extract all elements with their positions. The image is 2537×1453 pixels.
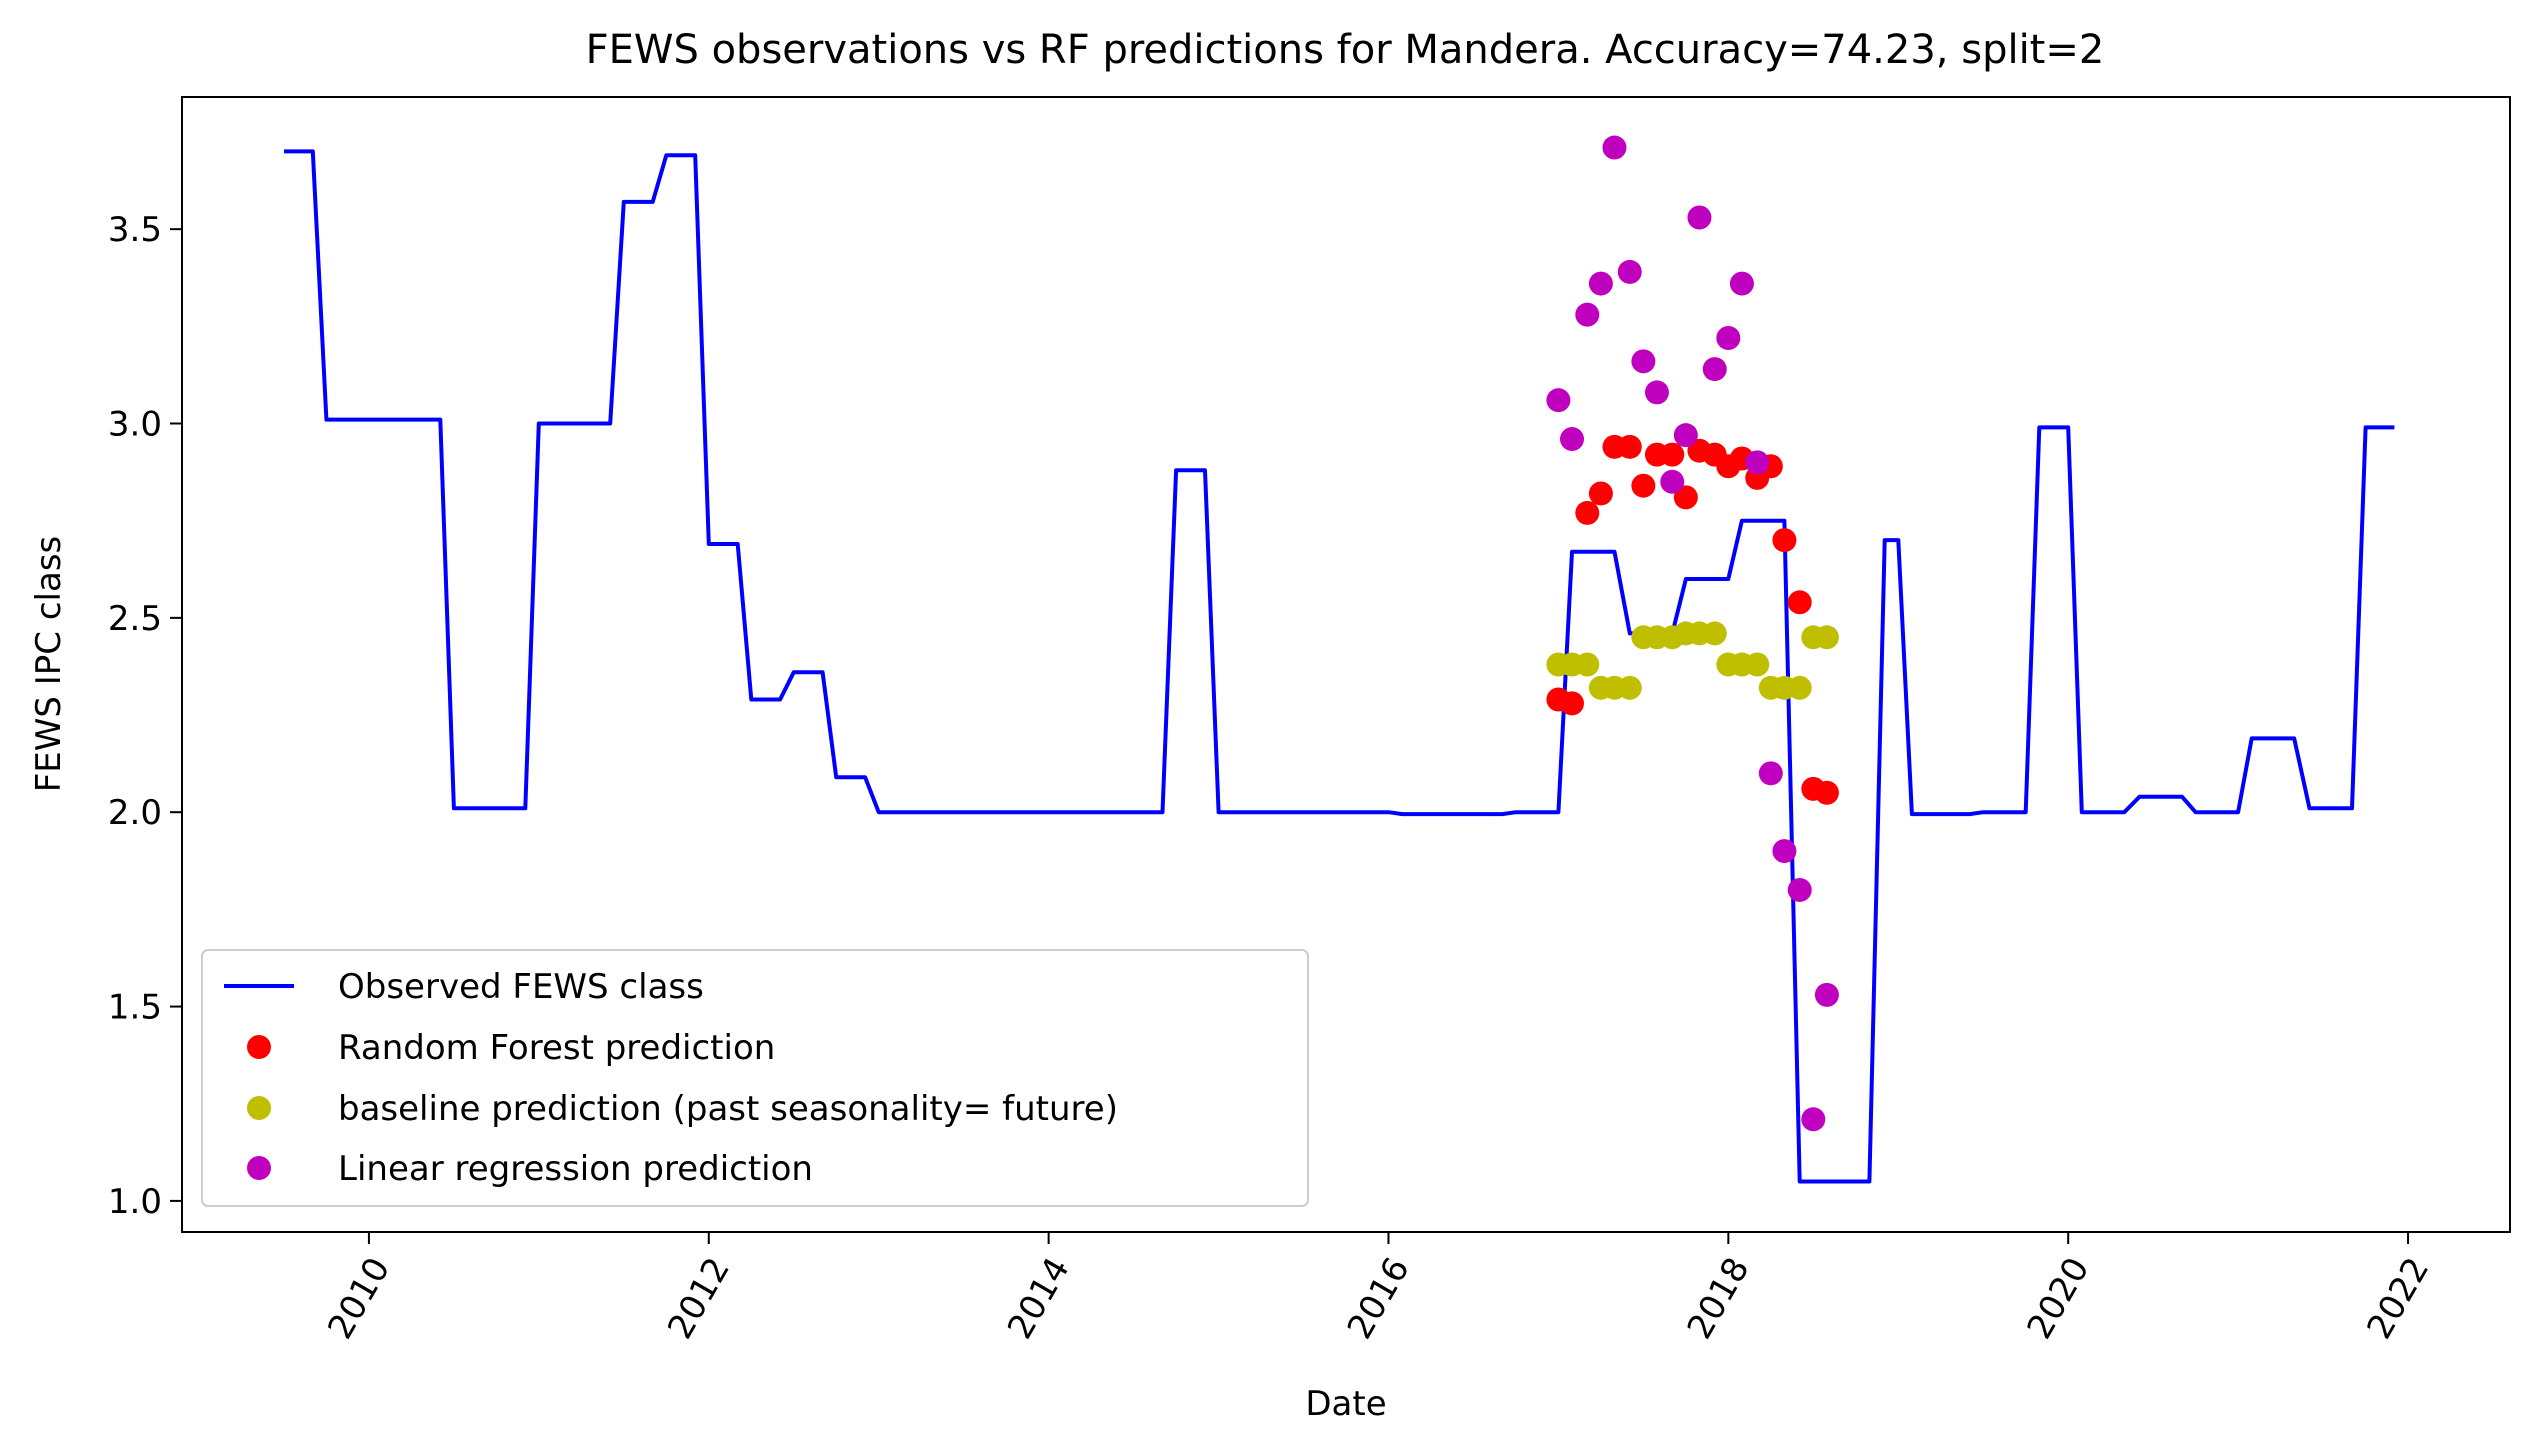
- scatter-point: [1560, 427, 1585, 452]
- scatter-point: [1814, 780, 1839, 805]
- chart-title: FEWS observations vs RF predictions for …: [586, 27, 2105, 73]
- scatter-point: [1602, 135, 1627, 160]
- legend-swatch-linear-regression: [247, 1156, 271, 1180]
- scatter-point: [1575, 652, 1600, 677]
- scatter-point: [1617, 675, 1642, 700]
- scatter-point: [1631, 349, 1656, 374]
- scatter-point: [1687, 205, 1712, 230]
- y-tick-label: 2.5: [108, 599, 162, 639]
- scatter-point: [1617, 259, 1642, 284]
- scatter-point: [1758, 761, 1783, 786]
- scatter-point: [1631, 473, 1656, 498]
- legend-swatch-random-forest: [247, 1035, 271, 1059]
- legend-frame: [201, 949, 1309, 1207]
- scatter-point: [1801, 1107, 1826, 1132]
- legend-label-observed: Observed FEWS class: [338, 967, 704, 1007]
- scatter-point: [1575, 302, 1600, 327]
- series-layer: [284, 135, 2395, 1184]
- scatter-point: [1660, 442, 1685, 467]
- y-tick-label: 3.5: [108, 210, 162, 250]
- series-line-observed: [284, 149, 2395, 1184]
- scatter-point: [1729, 271, 1754, 296]
- scatter-point: [1745, 652, 1770, 677]
- scatter-point: [1787, 675, 1812, 700]
- scatter-point: [1814, 625, 1839, 650]
- y-tick-label: 3.0: [108, 405, 162, 445]
- scatter-point: [1814, 982, 1839, 1007]
- legend-label-baseline: baseline prediction (past seasonality= f…: [338, 1089, 1118, 1129]
- y-axis-label: FEWS IPC class: [29, 536, 69, 793]
- plot-area: [181, 96, 2511, 1233]
- y-tick-label: 2.0: [108, 793, 162, 833]
- scatter-point: [1772, 528, 1797, 553]
- scatter-point: [1702, 357, 1727, 382]
- scatter-point: [1588, 481, 1613, 506]
- scatter-point: [1588, 271, 1613, 296]
- scatter-point: [1660, 469, 1685, 494]
- x-axis-label: Date: [1305, 1384, 1386, 1424]
- scatter-point: [1673, 485, 1698, 510]
- scatter-point: [1546, 388, 1571, 413]
- legend-label-random-forest: Random Forest prediction: [338, 1028, 775, 1068]
- legend-label-linear-regression: Linear regression prediction: [338, 1149, 813, 1189]
- scatter-point: [1560, 691, 1585, 716]
- scatter-point: [1702, 621, 1727, 646]
- scatter-point: [1575, 500, 1600, 525]
- scatter-point: [1745, 450, 1770, 475]
- y-axis: 1.0 1.5 2.0 2.5 3.0 3.5: [108, 210, 182, 1222]
- y-tick-label: 1.0: [108, 1182, 162, 1222]
- scatter-point: [1787, 590, 1812, 615]
- scatter-point: [1673, 423, 1698, 448]
- legend-swatch-baseline: [247, 1096, 271, 1120]
- legend: Observed FEWS class Random Forest predic…: [201, 949, 1309, 1207]
- scatter-point: [1787, 877, 1812, 902]
- y-tick-label: 1.5: [108, 988, 162, 1028]
- scatter-point: [1644, 380, 1669, 405]
- scatter-point: [1617, 434, 1642, 459]
- scatter-point: [1772, 839, 1797, 864]
- scatter-point: [1716, 325, 1741, 350]
